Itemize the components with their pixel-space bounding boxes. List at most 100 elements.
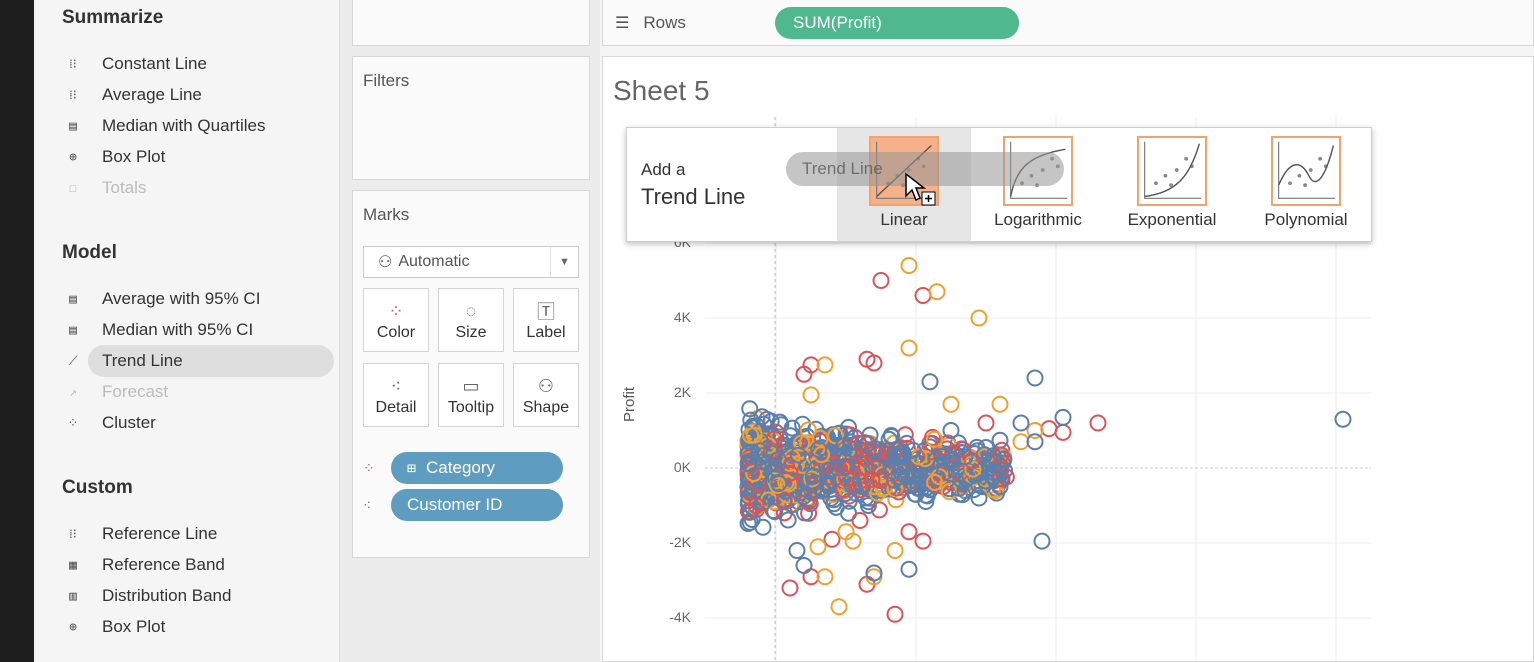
scatter-point[interactable] xyxy=(830,598,848,616)
scatter-point[interactable] xyxy=(872,272,890,289)
scatter-point[interactable] xyxy=(928,283,946,301)
scatter-point[interactable] xyxy=(1089,414,1107,432)
scatter-point[interactable] xyxy=(1054,408,1072,426)
analytics-item-average-line[interactable]: ⁞⁝ Average Line xyxy=(62,81,334,109)
scatter-point[interactable] xyxy=(1040,420,1058,438)
customer-id-pill[interactable]: Customer ID xyxy=(391,489,563,521)
color-icon[interactable]: ⁘ xyxy=(363,459,375,476)
scatter-point[interactable] xyxy=(806,474,824,492)
scatter-point[interactable] xyxy=(942,422,960,439)
scatter-point[interactable] xyxy=(900,339,918,357)
trend-option-polynomial[interactable]: Polynomial xyxy=(1239,128,1373,241)
scatter-point[interactable] xyxy=(739,502,757,520)
scatter-point[interactable] xyxy=(859,435,877,453)
scatter-point[interactable] xyxy=(895,447,913,465)
scatter-point[interactable] xyxy=(956,482,974,499)
scatter-point[interactable] xyxy=(865,564,883,582)
scatter-point[interactable] xyxy=(788,542,806,559)
scatter-point[interactable] xyxy=(900,560,918,578)
scatter-point[interactable] xyxy=(837,523,855,541)
scatter-point[interactable] xyxy=(970,489,988,507)
y-axis-title[interactable]: Profit xyxy=(621,386,638,422)
scatter-point[interactable] xyxy=(964,460,982,478)
category-pill[interactable]: ⊞ Category xyxy=(391,452,563,484)
scatter-point[interactable] xyxy=(1026,369,1044,387)
scatter-point[interactable] xyxy=(991,395,1009,413)
analytics-item-average-with-95-ci[interactable]: ▤ Average with 95% CI xyxy=(62,285,334,313)
scatter-point[interactable] xyxy=(843,477,861,495)
scatter-point[interactable] xyxy=(900,523,918,541)
analytics-item-reference-band[interactable]: ▦ Reference Band xyxy=(62,551,334,579)
analytics-item-median-with-95-ci[interactable]: ▤ Median with 95% CI xyxy=(62,316,334,344)
scatter-point[interactable] xyxy=(930,468,948,486)
chevron-down-icon[interactable]: ▼ xyxy=(550,247,578,277)
scatter-point[interactable] xyxy=(784,496,802,514)
scatter-point[interactable] xyxy=(793,434,811,452)
trend-option-exponential[interactable]: Exponential xyxy=(1105,128,1239,241)
analytics-item-trend-line[interactable]: ⟋ Trend Line xyxy=(62,345,334,377)
scatter-point[interactable] xyxy=(991,478,1009,496)
scatter-point[interactable] xyxy=(779,475,797,493)
scatter-point[interactable] xyxy=(944,451,962,469)
scatter-point[interactable] xyxy=(823,530,841,548)
scatter-point[interactable] xyxy=(918,487,936,505)
scatter-point[interactable] xyxy=(925,430,943,448)
scatter-point[interactable] xyxy=(809,538,827,556)
scatter-point[interactable] xyxy=(977,414,995,432)
scatter-point[interactable] xyxy=(1033,532,1051,550)
sheet-title[interactable]: Sheet 5 xyxy=(613,75,710,106)
scatter-point[interactable] xyxy=(775,491,793,509)
filters-shelf[interactable]: Filters xyxy=(352,56,590,180)
scatter-point[interactable] xyxy=(956,448,974,466)
scatter-point[interactable] xyxy=(1026,422,1044,439)
scatter-point[interactable] xyxy=(898,468,916,486)
scatter-point[interactable] xyxy=(768,476,786,494)
scatter-point[interactable] xyxy=(816,356,834,374)
scatter-plot[interactable] xyxy=(603,57,1534,662)
analytics-item-reference-line[interactable]: ⁞⁝ Reference Line xyxy=(62,520,334,548)
shape-button[interactable]: ⚇ Shape xyxy=(513,363,579,427)
scatter-point[interactable] xyxy=(970,309,988,327)
scatter-point[interactable] xyxy=(1026,433,1044,451)
scatter-point[interactable] xyxy=(777,474,795,492)
scatter-point[interactable] xyxy=(992,446,1010,464)
scatter-point[interactable] xyxy=(1012,433,1030,451)
scatter-point[interactable] xyxy=(763,442,781,460)
scatter-point[interactable] xyxy=(819,477,837,495)
scatter-point[interactable] xyxy=(811,429,829,447)
scatter-point[interactable] xyxy=(739,455,757,473)
scatter-point[interactable] xyxy=(911,468,929,486)
scatter-point[interactable] xyxy=(740,482,758,500)
scatter-point[interactable] xyxy=(802,568,820,586)
scatter-point[interactable] xyxy=(942,395,960,413)
scatter-point[interactable] xyxy=(893,458,911,476)
scatter-point[interactable] xyxy=(933,447,951,465)
analytics-item-cluster[interactable]: ⁘ Cluster xyxy=(62,409,334,437)
scatter-point[interactable] xyxy=(783,419,801,437)
scatter-point[interactable] xyxy=(870,501,888,519)
scatter-point[interactable] xyxy=(859,496,877,514)
scatter-point[interactable] xyxy=(886,605,904,623)
scatter-point[interactable] xyxy=(804,467,822,485)
pages-shelf[interactable] xyxy=(352,0,590,46)
scatter-point[interactable] xyxy=(741,513,759,531)
analytics-item-constant-line[interactable]: ⁞⁝ Constant Line xyxy=(62,50,334,78)
scatter-point[interactable] xyxy=(745,426,763,444)
scatter-point[interactable] xyxy=(791,484,809,502)
color-button[interactable]: ⁘ Color xyxy=(363,288,429,352)
analytics-item-distribution-band[interactable]: ▥ Distribution Band xyxy=(62,582,334,610)
scatter-point[interactable] xyxy=(739,445,757,463)
scatter-point[interactable] xyxy=(796,504,814,522)
scatter-point[interactable] xyxy=(872,472,890,490)
scatter-point[interactable] xyxy=(888,447,906,465)
size-button[interactable]: ◌ Size xyxy=(438,288,504,352)
scatter-point[interactable] xyxy=(900,257,918,274)
scatter-point[interactable] xyxy=(799,421,817,439)
scatter-point[interactable] xyxy=(789,446,807,464)
scatter-point[interactable] xyxy=(781,464,799,482)
scatter-point[interactable] xyxy=(750,442,768,460)
scatter-point[interactable] xyxy=(954,441,972,459)
scatter-point[interactable] xyxy=(841,433,859,451)
detail-icon[interactable]: ⁖ xyxy=(363,496,372,513)
scatter-point[interactable] xyxy=(810,440,828,458)
